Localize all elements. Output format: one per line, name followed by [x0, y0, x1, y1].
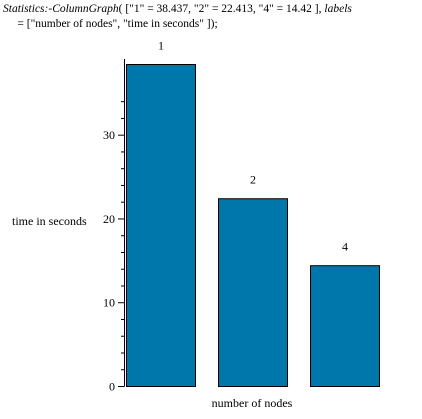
command-line2: = ["number of nodes", "time in seconds" …: [3, 18, 218, 30]
bar-2: [218, 198, 288, 387]
command-args: ( ["1" = 38.437, "2" = 22.413, "4" = 14.…: [118, 3, 325, 15]
command-function: Statistics:-ColumnGraph: [3, 3, 119, 15]
bar-label-4: 4: [342, 240, 348, 254]
command-keyword: labels: [324, 3, 352, 15]
y-tick-label-10: 10: [103, 296, 115, 310]
bar-4: [310, 265, 380, 388]
bar-label-2: 2: [250, 173, 256, 187]
x-axis-label: number of nodes: [212, 396, 293, 410]
y-tick-label-0: 0: [109, 380, 115, 394]
y-tick-label-20: 20: [103, 212, 115, 226]
bar-label-1: 1: [158, 39, 164, 53]
y-tick-label-30: 30: [103, 128, 115, 142]
y-axis-label: time in seconds: [12, 214, 87, 228]
bars-group: 1 2 4: [126, 39, 380, 388]
command-text: Statistics:-ColumnGraph( ["1" = 38.437, …: [3, 2, 352, 32]
bar-1: [126, 64, 196, 387]
y-ticks-group: 0 10 20 30: [103, 101, 125, 394]
